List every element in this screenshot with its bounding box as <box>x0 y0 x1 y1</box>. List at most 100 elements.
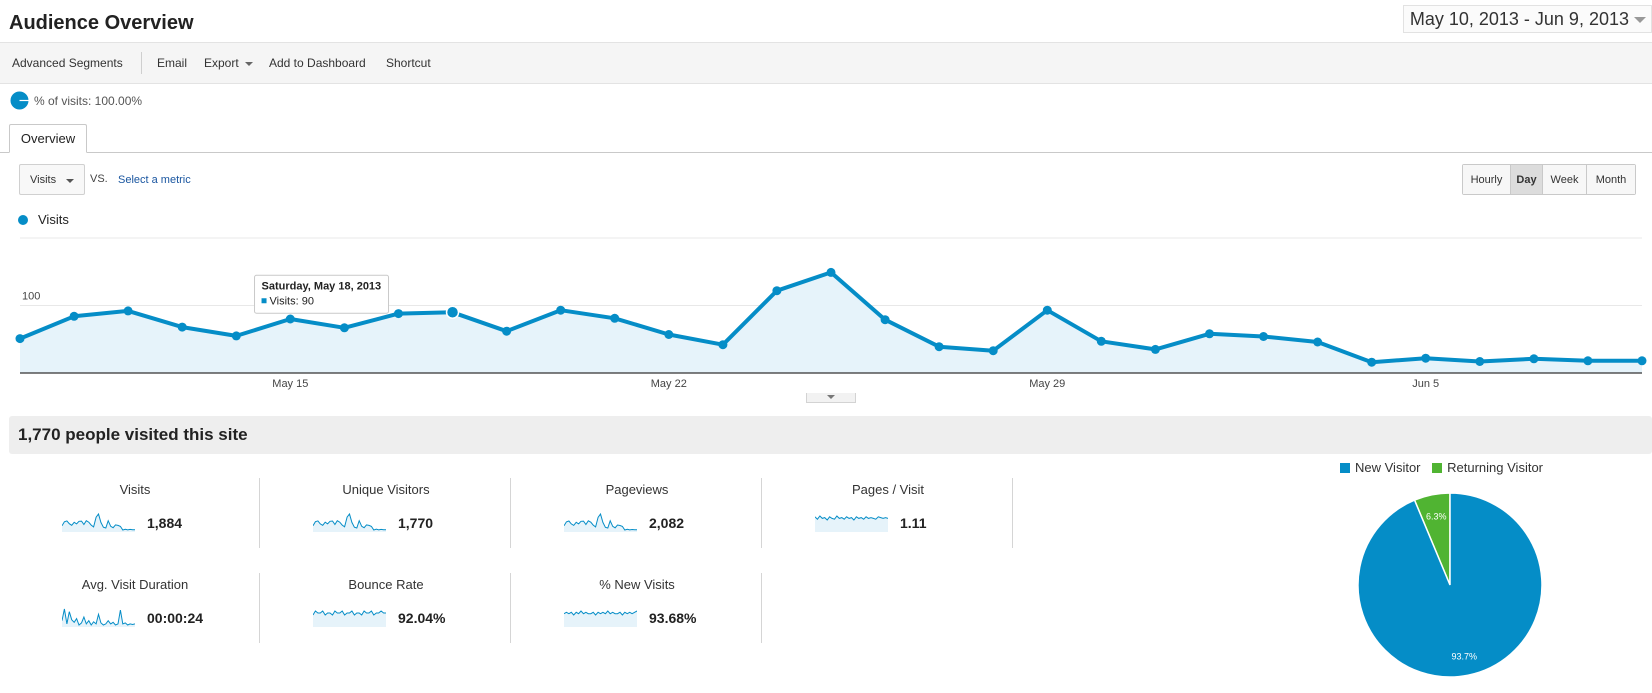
granularity-switch: Hourly Day Week Month <box>1462 164 1636 195</box>
segment-percentage: % of visits: 100.00% <box>34 94 142 108</box>
data-point[interactable] <box>610 314 619 323</box>
pie-slice-label: 93.7% <box>1452 651 1478 661</box>
sparkline <box>815 512 888 532</box>
metric-avg-visit-duration[interactable]: Avg. Visit Duration 00:00:24 <box>10 577 260 647</box>
date-range-text: May 10, 2013 - Jun 9, 2013 <box>1410 9 1629 29</box>
metric-visits[interactable]: Visits 1,884 <box>10 482 260 552</box>
data-point[interactable] <box>1475 357 1484 366</box>
data-point[interactable] <box>935 342 944 351</box>
data-point[interactable] <box>1259 332 1268 341</box>
data-point[interactable] <box>1097 337 1106 346</box>
x-tick-label: May 15 <box>272 378 308 390</box>
data-point[interactable] <box>16 334 25 343</box>
x-tick-label: May 29 <box>1029 378 1065 390</box>
metric-value: 92.04% <box>398 610 445 626</box>
data-point[interactable] <box>1529 354 1538 363</box>
data-point[interactable] <box>1638 356 1647 365</box>
data-point[interactable] <box>556 306 565 315</box>
data-point[interactable] <box>286 315 295 324</box>
metric-divider <box>510 573 511 643</box>
chevron-down-icon <box>66 179 74 183</box>
metric-unique-visitors[interactable]: Unique Visitors 1,770 <box>261 482 511 552</box>
summary-title: 1,770 people visited this site <box>18 425 248 445</box>
pie-slice-new-visitor[interactable] <box>1358 493 1542 677</box>
chart-legend[interactable]: Visits <box>18 212 69 227</box>
metric-dropdown[interactable]: Visits <box>19 164 85 195</box>
data-point[interactable] <box>232 331 241 340</box>
metric-new-visits[interactable]: % New Visits 93.68% <box>512 577 762 647</box>
toolbar-divider <box>141 52 142 74</box>
granularity-month-button[interactable]: Month <box>1587 165 1635 194</box>
select-metric-link[interactable]: Select a metric <box>118 174 191 186</box>
sparkline <box>313 512 386 532</box>
data-point[interactable] <box>1205 329 1214 338</box>
date-range-picker[interactable]: May 10, 2013 - Jun 9, 2013 <box>1403 5 1652 33</box>
metric-label: Pageviews <box>512 482 762 497</box>
metric-label: Bounce Rate <box>261 577 511 592</box>
metric-divider <box>510 478 511 548</box>
data-point[interactable] <box>881 315 890 324</box>
pie-slice-label: 6.3% <box>1426 511 1447 521</box>
data-point[interactable] <box>827 268 836 277</box>
x-tick-label: Jun 5 <box>1412 378 1439 390</box>
data-point[interactable] <box>70 312 79 321</box>
toolbar: Advanced Segments Email Export Add to Da… <box>0 42 1652 84</box>
summary-header: 1,770 people visited this site <box>9 416 1652 454</box>
data-point[interactable] <box>124 306 133 315</box>
visitor-type-pie-chart[interactable]: 93.7% 6.3% <box>1350 488 1550 688</box>
hovered-point <box>447 306 459 318</box>
y-tick-label: 100 <box>22 291 40 303</box>
metric-label: Avg. Visit Duration <box>10 577 260 592</box>
chevron-down-icon <box>827 395 835 399</box>
metric-value: 2,082 <box>649 515 684 531</box>
data-point[interactable] <box>1421 354 1430 363</box>
granularity-hourly-button[interactable]: Hourly <box>1463 165 1511 194</box>
metric-bounce-rate[interactable]: Bounce Rate 92.04% <box>261 577 511 647</box>
metric-divider <box>259 478 260 548</box>
data-point[interactable] <box>664 330 673 339</box>
metric-value: 00:00:24 <box>147 610 203 626</box>
granularity-day-button[interactable]: Day <box>1511 165 1543 194</box>
returning-visitor-swatch <box>1432 463 1442 473</box>
sparkline <box>313 607 386 627</box>
data-point[interactable] <box>718 340 727 349</box>
new-visitor-swatch <box>1340 463 1350 473</box>
email-button[interactable]: Email <box>157 56 187 70</box>
series-dot-icon <box>18 215 28 225</box>
chevron-down-icon <box>245 62 253 66</box>
metric-pageviews[interactable]: Pageviews 2,082 <box>512 482 762 552</box>
add-to-dashboard-button[interactable]: Add to Dashboard <box>269 56 366 70</box>
sparkline <box>62 607 135 627</box>
data-point[interactable] <box>178 323 187 332</box>
metric-divider <box>259 573 260 643</box>
data-point[interactable] <box>394 309 403 318</box>
metric-value: 1,770 <box>398 515 433 531</box>
data-point[interactable] <box>1151 345 1160 354</box>
export-button[interactable]: Export <box>204 56 253 70</box>
data-point[interactable] <box>989 346 998 355</box>
pie-legend-returning[interactable]: Returning Visitor <box>1447 460 1543 475</box>
data-point[interactable] <box>502 327 511 336</box>
tab-overview[interactable]: Overview <box>9 124 87 153</box>
shortcut-button[interactable]: Shortcut <box>386 56 431 70</box>
data-point[interactable] <box>340 323 349 332</box>
metric-label: Visits <box>10 482 260 497</box>
data-point[interactable] <box>1043 306 1052 315</box>
metric-label: % New Visits <box>512 577 762 592</box>
metric-pages-visit[interactable]: Pages / Visit 1.11 <box>763 482 1013 552</box>
metric-dropdown-value: Visits <box>30 174 56 186</box>
data-point[interactable] <box>1583 356 1592 365</box>
advanced-segments-button[interactable]: Advanced Segments <box>12 56 123 70</box>
chart-collapse-handle[interactable] <box>806 393 856 403</box>
metric-divider <box>1012 478 1013 548</box>
metric-label: Unique Visitors <box>261 482 511 497</box>
metric-value: 93.68% <box>649 610 696 626</box>
granularity-week-button[interactable]: Week <box>1543 165 1587 194</box>
data-point[interactable] <box>1367 358 1376 367</box>
pie-legend-new[interactable]: New Visitor <box>1355 460 1421 475</box>
pie-segment-icon <box>10 91 29 110</box>
data-point[interactable] <box>772 286 781 295</box>
data-point[interactable] <box>1313 338 1322 347</box>
vs-label: VS. <box>90 173 108 185</box>
